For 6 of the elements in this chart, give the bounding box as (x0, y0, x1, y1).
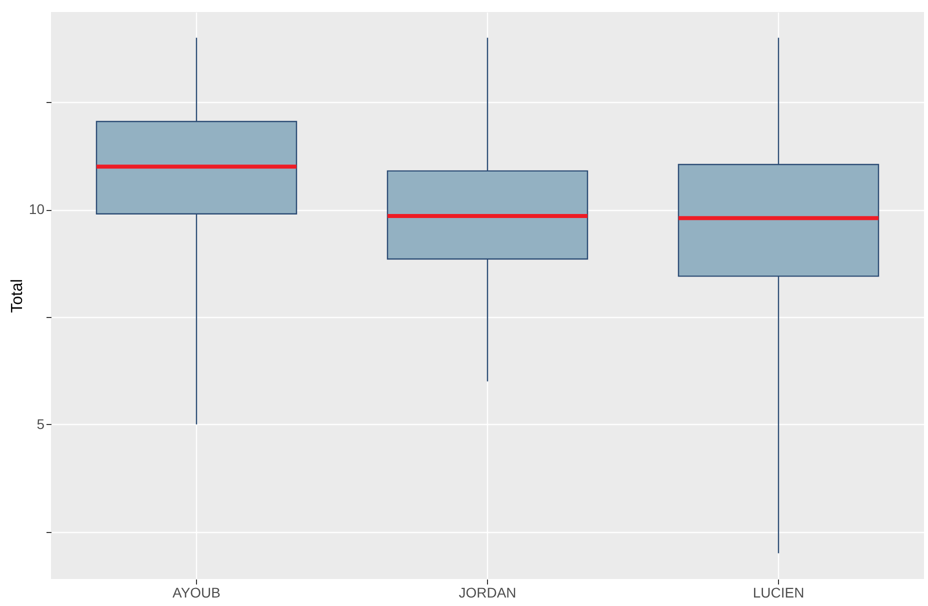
x-tick-label: JORDAN (458, 584, 516, 600)
x-tick-label: LUCIEN (752, 584, 804, 600)
x-tick-label: AYOUB (172, 584, 220, 600)
y-tick-label: 10 (28, 201, 45, 218)
y-tick-label: 5 (36, 416, 45, 432)
y-axis-title: Total (8, 279, 26, 313)
